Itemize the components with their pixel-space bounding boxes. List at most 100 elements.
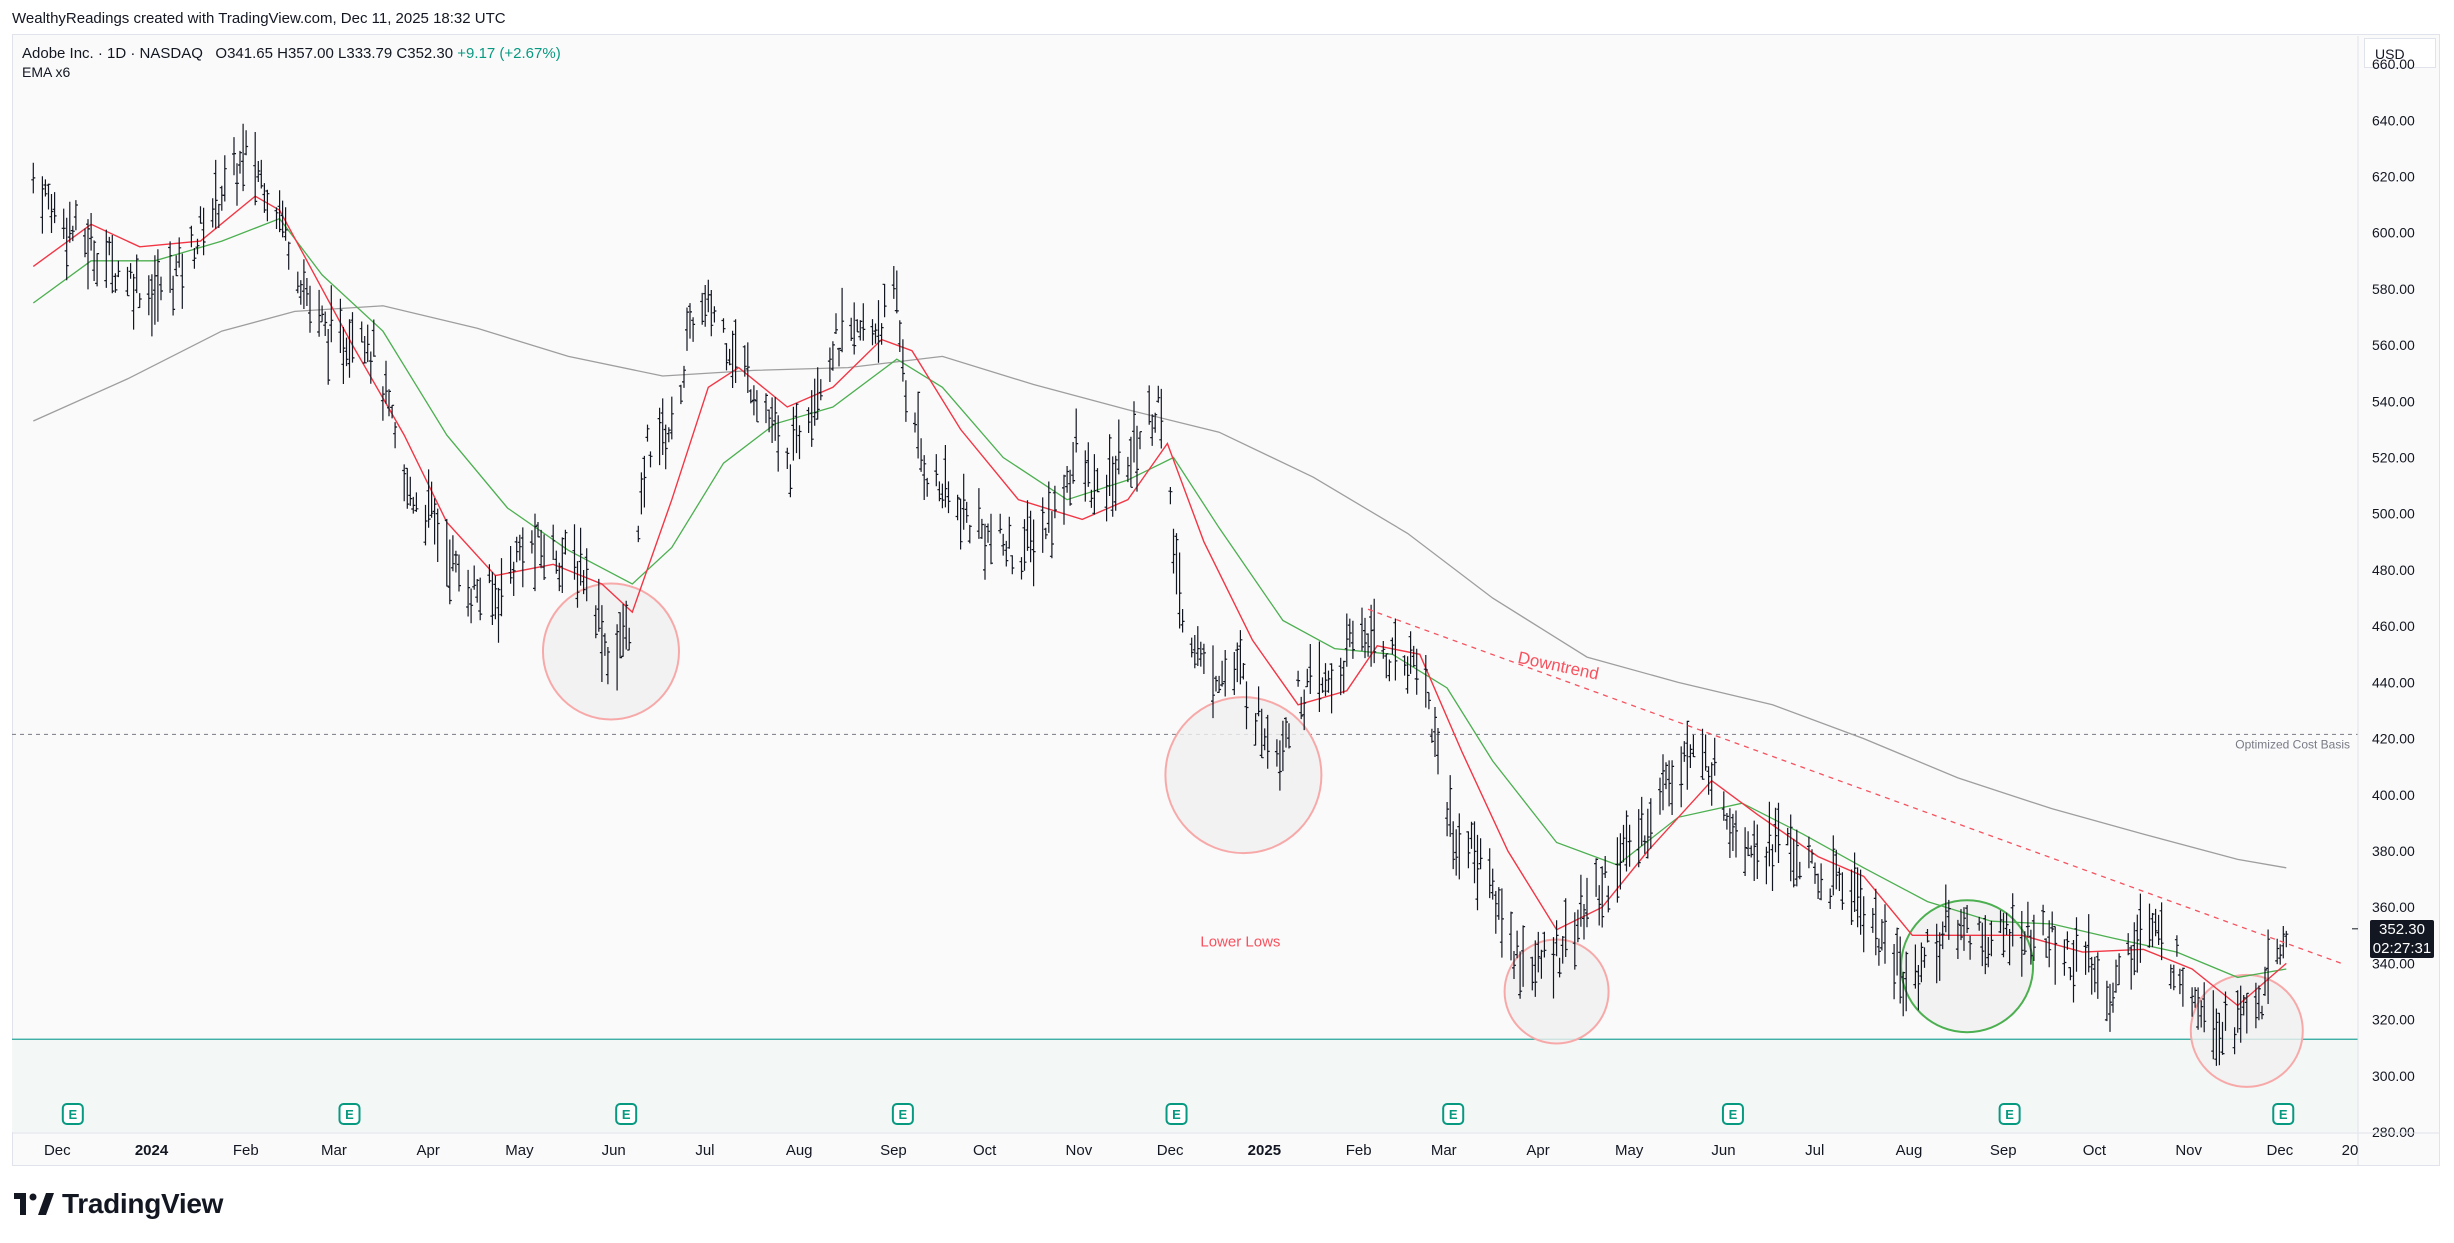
- ohlc-bar: [1277, 740, 1282, 791]
- ohlc-bar: [2028, 929, 2033, 965]
- ohlc-bar: [998, 513, 1003, 534]
- indicator-legend[interactable]: EMA x6: [22, 64, 71, 80]
- currency-button[interactable]: USD: [2364, 38, 2436, 68]
- ohlc-bar: [666, 427, 671, 443]
- ohlc-bar: [466, 569, 471, 617]
- ohlc-bar: [256, 161, 261, 182]
- ohlc-bar: [95, 253, 100, 287]
- downtrend-line[interactable]: [1367, 608, 2344, 965]
- time-axis-tick: 20: [2342, 1142, 2359, 1159]
- ohlc-bar: [1876, 938, 1881, 966]
- ohlc-bar: [1071, 442, 1076, 484]
- ohlc-bar: [2263, 966, 2267, 996]
- ohlc-bar: [1478, 838, 1483, 870]
- time-axis-tick: Feb: [233, 1142, 259, 1159]
- ohlc-bar: [1317, 641, 1322, 712]
- ohlc-bar: [1770, 844, 1775, 891]
- ohlc-bar: [2050, 911, 2055, 933]
- ohlc-bar: [669, 396, 674, 440]
- earnings-marker-icon[interactable]: [1165, 1103, 1188, 1125]
- ohlc-bar: [432, 498, 437, 545]
- ohlc-bar: [1387, 659, 1392, 682]
- ohlc-bar: [1426, 691, 1431, 710]
- ohlc-bar: [1861, 896, 1866, 953]
- highlight-circle-red: [541, 582, 680, 721]
- ohlc-bar: [1040, 497, 1045, 553]
- ohlc-bar: [873, 323, 878, 344]
- ohlc-bar: [1469, 821, 1474, 849]
- ohlc-bar: [1168, 487, 1173, 505]
- earnings-marker-icon[interactable]: [1721, 1103, 1744, 1125]
- earnings-marker-icon[interactable]: [61, 1103, 84, 1125]
- ohlc-bar: [70, 225, 75, 242]
- ohlc-bar: [1305, 668, 1310, 688]
- price-axis-tick: 340.00: [2372, 955, 2415, 971]
- ohlc-bar: [1925, 929, 1930, 943]
- ohlc-bar: [642, 455, 647, 508]
- ohlc-bar: [1004, 540, 1009, 567]
- ohlc-bar: [2214, 1008, 2219, 1066]
- ohlc-bar: [1943, 884, 1948, 933]
- attribution: WealthyReadings created with TradingView…: [12, 10, 506, 27]
- ohlc-bar: [429, 481, 434, 518]
- ohlc-bar: [46, 183, 51, 210]
- ohlc-bar: [809, 390, 814, 447]
- ohlc-bar: [615, 624, 620, 691]
- ohlc-bar: [1010, 555, 1015, 575]
- earnings-marker-icon[interactable]: [338, 1103, 361, 1125]
- earnings-marker-icon[interactable]: [615, 1103, 638, 1125]
- ohlc-bar: [514, 536, 519, 563]
- ohlc-bar: [1049, 511, 1054, 559]
- ema-fast-line[interactable]: [32, 195, 2287, 1007]
- ohlc-bar: [317, 289, 322, 337]
- ohlc-bar: [572, 524, 577, 580]
- ohlc-bar: [685, 307, 689, 351]
- ohlc-bar: [1937, 932, 1942, 981]
- ohlc-bar: [1238, 630, 1243, 685]
- ema-slow-line[interactable]: [33, 305, 2287, 869]
- ohlc-bar: [414, 492, 419, 512]
- ohlc-bar: [338, 298, 343, 353]
- ohlc-bar: [2010, 893, 2015, 947]
- ohlc-bar: [2223, 991, 2228, 1031]
- ohlc-bar: [1615, 837, 1620, 903]
- time-axis-tick: Dec: [1157, 1142, 1184, 1159]
- ohlc-bar: [1390, 637, 1395, 655]
- ohlc-bar: [499, 558, 504, 617]
- ema-mid-line[interactable]: [32, 217, 2287, 979]
- ohlc-bar: [496, 587, 501, 643]
- ohlc-bar: [1509, 911, 1513, 961]
- earnings-marker-icon[interactable]: [1442, 1103, 1465, 1125]
- ohlc-bar: [2217, 1012, 2222, 1066]
- symbol-name[interactable]: Adobe Inc. · 1D · NASDAQ: [22, 45, 203, 62]
- ohlc-bar: [408, 476, 413, 506]
- ohlc-bar: [128, 263, 133, 279]
- ohlc-bar: [1466, 831, 1471, 869]
- brand-name: TradingView: [62, 1188, 224, 1219]
- ohlc-bar: [1980, 922, 1985, 967]
- ohlc-bar: [1445, 802, 1450, 837]
- ohlc-bar: [2062, 939, 2067, 976]
- ohlc-bar: [913, 412, 917, 433]
- ohlc-bar: [1901, 971, 1906, 1017]
- ohlc-bar: [1241, 663, 1246, 680]
- ohlc-bar: [2083, 941, 2088, 975]
- price-axis-tick: 400.00: [2372, 787, 2415, 803]
- ohlc-bar: [663, 424, 668, 470]
- earnings-marker-icon[interactable]: [891, 1103, 914, 1125]
- ohlc-bar: [64, 217, 69, 281]
- ohlc-bar: [517, 534, 522, 561]
- earnings-marker-icon[interactable]: [2272, 1103, 2295, 1125]
- price-axis-tick: 500.00: [2372, 506, 2415, 522]
- ohlc-bar: [1159, 388, 1164, 449]
- tradingview-logo[interactable]: TradingView: [14, 1188, 223, 1220]
- ohlc-bar: [1883, 904, 1887, 964]
- earnings-marker-icon[interactable]: [1998, 1103, 2021, 1125]
- ohlc-bar: [1530, 956, 1535, 991]
- ohlc-bar: [1703, 734, 1708, 771]
- ohlc-bars[interactable]: [31, 123, 2289, 1066]
- cost-basis-label: Optimized Cost Basis: [2235, 737, 2350, 751]
- ohlc-bar: [940, 483, 945, 509]
- ohlc-bar: [1940, 921, 1945, 950]
